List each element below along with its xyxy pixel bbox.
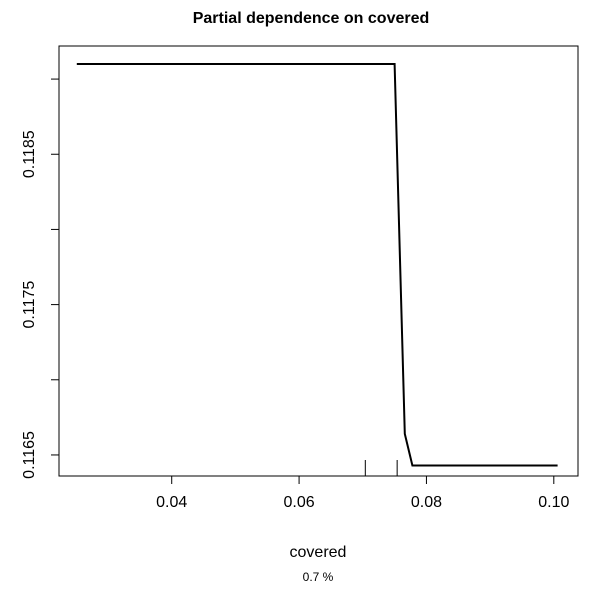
series-layer [76, 63, 558, 467]
y-axis: 0.1165 0.1175 0.1185 [21, 78, 60, 479]
x-tick-label: 0.04 [156, 494, 187, 511]
x-axis: 0.04 0.06 0.08 0.10 [156, 475, 569, 511]
x-axis-label: covered [290, 544, 347, 561]
plot-frame [58, 45, 579, 477]
x-tick-label: 0.06 [284, 494, 315, 511]
series-line [76, 63, 558, 467]
y-tick-label: 0.1185 [21, 130, 38, 178]
x-axis-subtitle: 0.7 % [303, 570, 334, 584]
rug-layer [364, 460, 398, 476]
y-tick-label: 0.1165 [21, 431, 38, 479]
chart-title: Partial dependence on covered [193, 10, 430, 27]
x-tick-label: 0.08 [411, 494, 442, 511]
y-tick-label: 0.1175 [21, 281, 38, 329]
x-tick-label: 0.10 [538, 494, 569, 511]
